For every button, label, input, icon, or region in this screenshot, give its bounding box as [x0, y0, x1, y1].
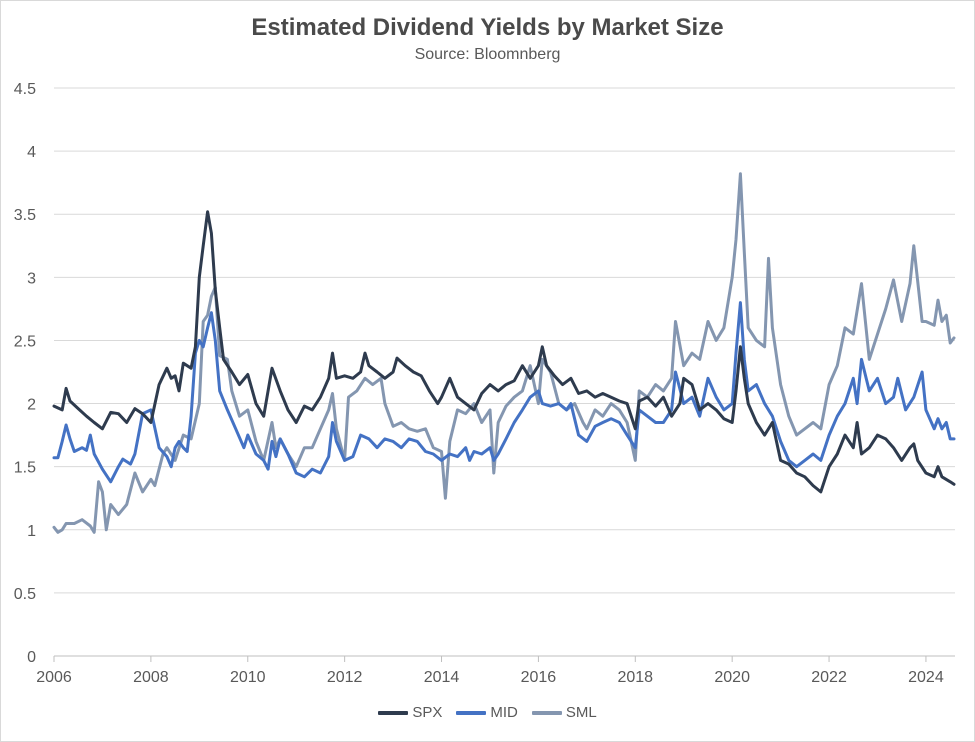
x-tick-label: 2010	[230, 669, 266, 686]
legend-label-sml: SML	[565, 704, 597, 721]
legend-swatch-sml	[531, 710, 562, 715]
series-line-sml	[52, 172, 956, 534]
legend-item-sml: SML	[531, 704, 597, 721]
x-tick-label: 2016	[521, 669, 557, 686]
x-tick-label: 2008	[133, 669, 169, 686]
y-tick-label: 1.5	[14, 460, 36, 477]
series-line-spx	[52, 210, 956, 494]
legend: SPX MID SML	[0, 704, 975, 721]
y-tick-label: 2	[27, 397, 36, 414]
x-tick-label: 2018	[617, 669, 653, 686]
y-tick-label: 4.5	[14, 81, 36, 98]
legend-label-spx: SPX	[412, 704, 443, 721]
legend-swatch-mid	[456, 710, 487, 715]
legend-item-spx: SPX	[378, 704, 442, 721]
chart-subtitle: Source: Bloomnberg	[414, 46, 561, 63]
legend-item-mid: MID	[456, 704, 518, 721]
x-tick-label: 2014	[424, 669, 460, 686]
y-tick-label: 0.5	[14, 586, 36, 603]
gridlines	[54, 87, 955, 657]
x-tick-label: 2022	[811, 669, 847, 686]
x-tick-label: 2006	[36, 669, 72, 686]
y-tick-label: 2.5	[14, 333, 36, 350]
y-tick-label: 4	[27, 144, 36, 161]
legend-swatch-spx	[378, 710, 409, 715]
y-tick-label: 3.5	[14, 207, 36, 224]
y-axis-ticks: 0 0.5 1 1.5 2 2.5 3 3.5 4 4.5	[14, 81, 36, 666]
y-tick-label: 0	[27, 649, 36, 666]
x-tick-label: 2024	[908, 669, 944, 686]
chart-title: Estimated Dividend Yields by Market Size	[251, 14, 724, 41]
y-tick-label: 1	[27, 523, 36, 540]
series-lines	[52, 172, 956, 534]
series-line-mid	[52, 301, 956, 484]
x-tick-label: 2020	[714, 669, 750, 686]
x-tick-label: 2012	[327, 669, 363, 686]
x-axis-ticks: 2006 2008 2010 2012 2014 2016 2018 2020 2022 2024	[36, 656, 944, 686]
y-tick-label: 3	[27, 270, 36, 287]
legend-label-mid: MID	[490, 704, 518, 721]
